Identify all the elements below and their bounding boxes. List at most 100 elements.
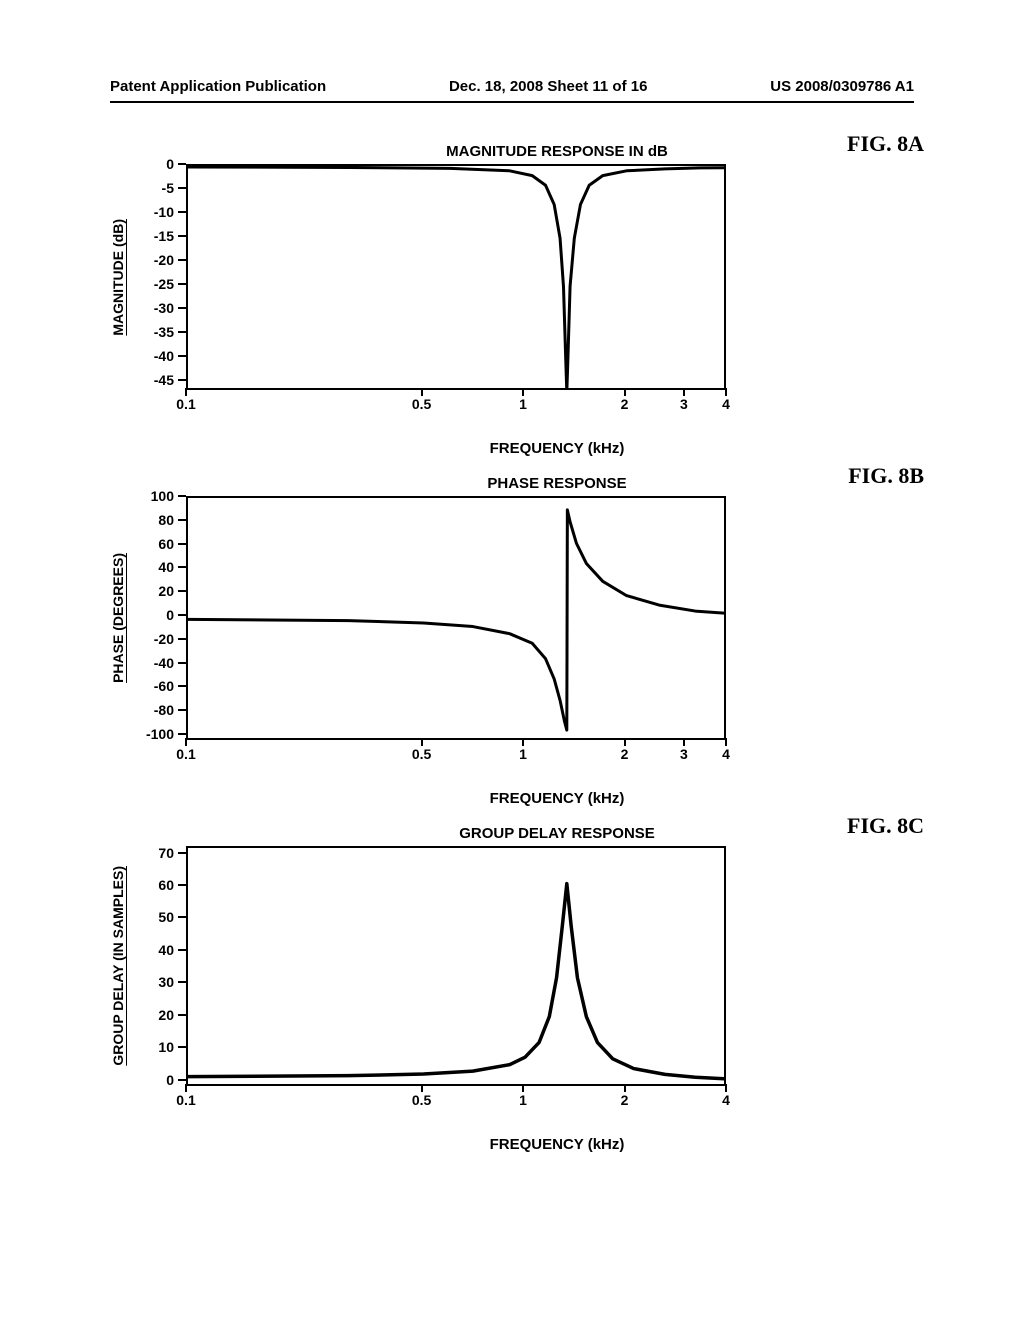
x-tick-label: 0.1 [176,1092,195,1108]
y-tick-label: -45 [154,372,174,388]
y-tick: -20 [154,631,186,647]
y-tick-mark [178,187,186,189]
y-tick-mark [178,566,186,568]
y-tick: 0 [166,1072,186,1088]
y-tick-label: -100 [146,726,174,742]
x-tick-mark [624,388,626,396]
y-tick-mark [178,981,186,983]
y-tick-label: 60 [158,536,174,552]
y-tick: -100 [146,726,186,742]
x-axis-label: FREQUENCY (kHz) [200,790,914,807]
y-tick: 80 [158,512,186,528]
y-tick: -25 [154,276,186,292]
y-tick-mark [178,614,186,616]
y-tick: -30 [154,300,186,316]
x-tick-label: 3 [680,396,688,412]
y-tick-mark [178,685,186,687]
y-tick-label: 0 [166,1072,174,1088]
y-tick: 20 [158,583,186,599]
x-tick-mark [185,1084,187,1092]
y-tick-label: 50 [158,909,174,925]
y-tick-mark [178,211,186,213]
x-tick-label: 0.1 [176,746,195,762]
y-tick-label: 40 [158,942,174,958]
header-right: US 2008/0309786 A1 [770,78,914,95]
y-tick-label: -25 [154,276,174,292]
y-axis-label: MAGNITUDE (dB) [110,219,132,336]
header-center: Dec. 18, 2008 Sheet 11 of 16 [449,78,647,95]
y-tick-label: -40 [154,655,174,671]
x-tick-mark [725,388,727,396]
y-tick-mark [178,495,186,497]
x-axis-label: FREQUENCY (kHz) [200,440,914,457]
y-tick: 60 [158,536,186,552]
y-tick: 20 [158,1007,186,1023]
y-tick: 0 [166,607,186,623]
figure-label: FIG. 8B [848,463,924,489]
chart-block: FIG. 8CGROUP DELAY RESPONSEGROUP DELAY (… [110,825,914,1153]
y-tick-mark [178,590,186,592]
y-tick-label: -30 [154,300,174,316]
y-tick: 40 [158,559,186,575]
figure-label: FIG. 8A [847,131,924,157]
y-tick-mark [178,235,186,237]
y-tick: -10 [154,204,186,220]
header-left: Patent Application Publication [110,78,326,95]
y-tick-mark [178,355,186,357]
y-tick-label: -60 [154,678,174,694]
y-tick: -20 [154,252,186,268]
x-tick-label: 0.5 [412,746,431,762]
y-tick: 40 [158,942,186,958]
plot-area [186,846,726,1086]
x-tick-mark [683,738,685,746]
x-tick-label: 4 [722,396,730,412]
x-tick-label: 2 [621,1092,629,1108]
x-tick-mark [522,738,524,746]
y-tick-mark [178,949,186,951]
y-tick-label: 0 [166,607,174,623]
y-tick: -40 [154,348,186,364]
x-tick-mark [624,738,626,746]
y-tick: -5 [162,180,186,196]
x-tick-label: 1 [519,396,527,412]
y-tick-label: 20 [158,1007,174,1023]
y-tick: -60 [154,678,186,694]
y-tick-mark [178,852,186,854]
x-tick-mark [185,388,187,396]
chart-title: MAGNITUDE RESPONSE IN dB [200,143,914,160]
x-tick-label: 0.5 [412,396,431,412]
y-tick-mark [178,1014,186,1016]
x-tick-mark [725,738,727,746]
x-tick-label: 1 [519,1092,527,1108]
y-tick-label: 100 [151,488,174,504]
x-tick-mark [522,388,524,396]
y-tick-mark [178,283,186,285]
plot-area [186,496,726,740]
y-tick: -80 [154,702,186,718]
y-tick-mark [178,884,186,886]
y-tick-label: 60 [158,877,174,893]
y-tick: 10 [158,1039,186,1055]
x-tick-label: 0.1 [176,396,195,412]
y-tick-mark [178,638,186,640]
x-tick-mark [522,1084,524,1092]
x-tick-mark [725,1084,727,1092]
y-tick: -40 [154,655,186,671]
y-tick-label: -15 [154,228,174,244]
y-tick-label: -5 [162,180,174,196]
x-tick-label: 4 [722,746,730,762]
y-tick-label: -20 [154,252,174,268]
x-tick-label: 2 [621,746,629,762]
x-tick-mark [683,388,685,396]
y-axis-label: GROUP DELAY (IN SAMPLES) [110,866,132,1066]
y-tick-label: 30 [158,974,174,990]
x-tick-mark [421,738,423,746]
plot-area [186,164,726,390]
y-tick-mark [178,733,186,735]
y-tick: -45 [154,372,186,388]
y-tick-mark [178,519,186,521]
y-tick-mark [178,259,186,261]
x-axis-label: FREQUENCY (kHz) [200,1136,914,1153]
y-tick-label: 40 [158,559,174,575]
y-tick-mark [178,331,186,333]
